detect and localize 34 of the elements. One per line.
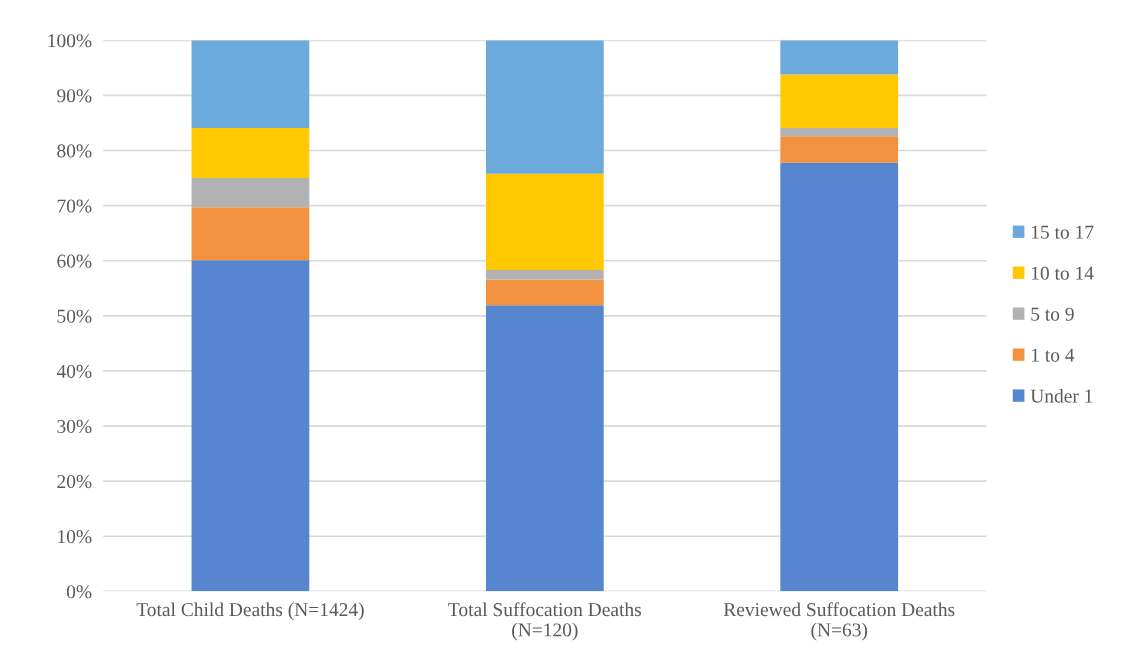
- y-tick-label: 20%: [57, 474, 92, 489]
- y-tick-label: 30%: [57, 419, 92, 434]
- y-tick-label: 40%: [56, 364, 92, 378]
- x-tick-label: Total Child Deaths (N=1424): [136, 602, 364, 621]
- legend-label: 10 to 14: [1031, 266, 1094, 280]
- y-tick-label: 70%: [57, 199, 92, 213]
- bar: [780, 162, 899, 592]
- bar: [191, 40, 310, 128]
- legend-label: Under 1: [1030, 388, 1093, 403]
- y-tick-label: 80%: [57, 144, 92, 158]
- x-tick-label: Total Suffocation Deaths (N=120): [448, 602, 641, 641]
- bar: [485, 270, 604, 280]
- bar: [485, 173, 604, 271]
- bar: [191, 260, 310, 592]
- bar: [780, 127, 899, 137]
- bar: [780, 74, 899, 128]
- legend-label: 5 to 9: [1031, 307, 1074, 321]
- legend-label: 1 to 4: [1031, 348, 1075, 362]
- bar: [780, 40, 899, 75]
- bar: [485, 305, 604, 592]
- x-tick-label: Reviewed Suffocation Deaths (N=63): [723, 602, 955, 641]
- bar: [485, 40, 604, 174]
- y-tick-label: 0%: [66, 585, 92, 599]
- bar: [191, 127, 310, 179]
- bar: [780, 136, 899, 163]
- y-tick-label: 60%: [57, 254, 92, 268]
- bar: [191, 178, 310, 208]
- y-tick-label: 90%: [57, 89, 92, 103]
- legend-label: 15 to 17: [1031, 225, 1094, 239]
- y-tick-label: 50%: [57, 309, 92, 323]
- bar: [191, 207, 310, 261]
- y-tick-label: 100%: [48, 34, 92, 48]
- y-tick-label: 10%: [58, 530, 92, 544]
- bar: [485, 279, 604, 306]
